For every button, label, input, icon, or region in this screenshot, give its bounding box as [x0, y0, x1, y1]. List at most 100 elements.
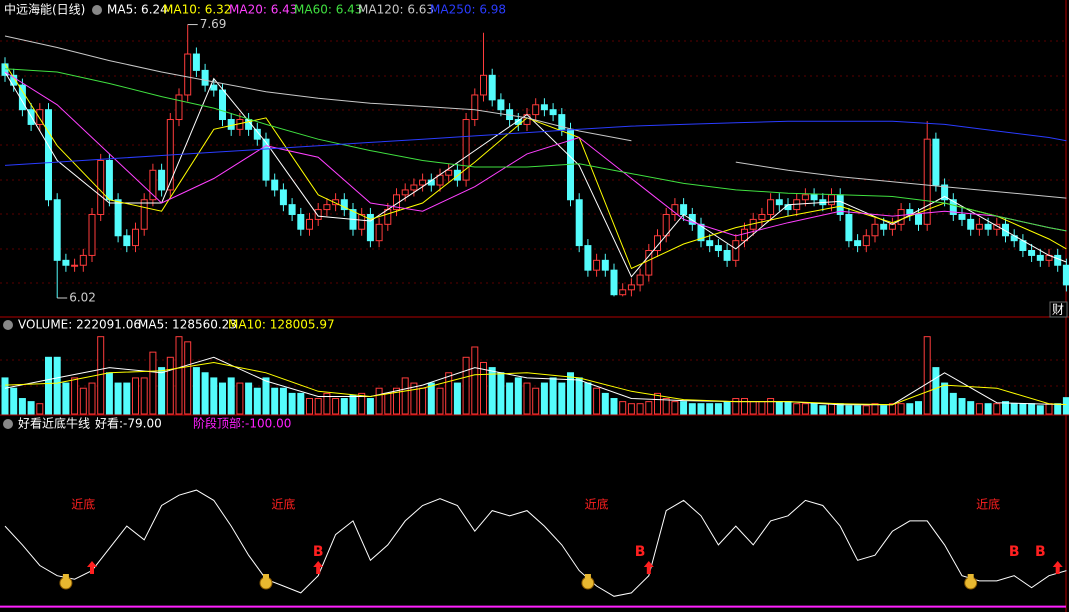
- volume-bar: [671, 401, 679, 415]
- chart-title: 中远海能(日线): [4, 2, 85, 17]
- candle-body: [1028, 250, 1036, 256]
- volume-bar: [114, 382, 122, 415]
- volume-bar: [253, 387, 261, 415]
- candle-body: [540, 104, 548, 111]
- volume-bar: [958, 398, 966, 415]
- volume-bar: [584, 382, 592, 415]
- volume-bar: [932, 367, 940, 415]
- candle-body: [201, 69, 209, 86]
- volume-bar: [714, 403, 722, 415]
- volume-bar: [123, 382, 131, 415]
- candle-body: [584, 245, 592, 271]
- indicator-title: 好看近底牛线: [18, 416, 90, 431]
- candle-body: [53, 199, 61, 261]
- candle-body: [219, 89, 226, 121]
- volume-bar: [332, 398, 340, 415]
- candle-body: [627, 284, 635, 291]
- candle-body: [253, 128, 261, 140]
- line: [4, 35, 1067, 199]
- volume-bar: [480, 361, 487, 415]
- volume-bar: [784, 401, 792, 415]
- volume-bar: [210, 377, 218, 415]
- candle-body: [680, 204, 688, 215]
- volume-bar: [575, 377, 583, 415]
- volume-bar: [854, 405, 862, 415]
- volume-bar: [949, 392, 957, 415]
- candle-body: [949, 199, 957, 215]
- volume-bar: [627, 403, 635, 415]
- buy-label: B: [313, 544, 324, 560]
- candle-body: [149, 169, 157, 201]
- volume-bar: [758, 401, 766, 415]
- volume-bar: [836, 403, 844, 415]
- candle-body: [532, 104, 540, 116]
- legend-entry: MA20: 6.43: [229, 3, 297, 17]
- money-bag: [581, 576, 595, 590]
- candle-body: [184, 53, 192, 96]
- candle-body: [401, 189, 409, 196]
- volume-bar: [801, 403, 809, 415]
- volume-bar: [340, 398, 348, 415]
- candle-body: [723, 250, 731, 261]
- buy-arrow: [1052, 561, 1063, 574]
- candle-body: [471, 94, 479, 121]
- candle-body: [271, 179, 279, 191]
- volume-bar: [915, 401, 922, 415]
- volume-bar: [688, 403, 696, 415]
- candle-body: [758, 213, 766, 220]
- candle-body: [688, 213, 696, 225]
- volume-bar: [810, 403, 818, 415]
- legend-entry: 好看:-79.00: [95, 417, 162, 431]
- volume-bar: [1019, 403, 1027, 415]
- legend-entry: 阶段顶部:-100.00: [193, 416, 291, 431]
- candle-body: [775, 199, 783, 206]
- money-bag: [259, 576, 273, 590]
- candle-body: [288, 204, 296, 215]
- volume-bar: [558, 382, 566, 415]
- grid-decoration: [0, 40, 1066, 387]
- volume-bar: [375, 387, 383, 415]
- candle-body: [549, 109, 557, 116]
- candle-body: [332, 199, 340, 206]
- candle-body: [862, 235, 870, 247]
- volume-bar: [27, 401, 35, 415]
- button-label[interactable]: 财: [1052, 303, 1064, 317]
- volume-bar: [523, 382, 531, 415]
- volume-bar: [1, 377, 9, 415]
- volume-bar: [888, 403, 896, 415]
- candle-body: [358, 213, 366, 230]
- volume-bar: [619, 401, 627, 415]
- volume-bar: [732, 398, 740, 415]
- volume-bar: [105, 372, 113, 415]
- candle-body: [210, 84, 218, 91]
- volume-bar: [514, 377, 522, 415]
- candle-body: [654, 235, 661, 252]
- candle-body: [410, 184, 418, 191]
- candle-body: [97, 159, 105, 215]
- volume-bar: [306, 398, 313, 415]
- volume-bar: [18, 398, 26, 415]
- volume-bar: [323, 392, 331, 415]
- candle-body: [984, 223, 992, 230]
- candle-body: [88, 213, 96, 256]
- volume-bar: [88, 382, 96, 415]
- volume-bar: [140, 377, 148, 415]
- volume-bar: [506, 382, 514, 415]
- candle-body: [18, 84, 26, 111]
- candle-body: [741, 228, 748, 242]
- candle-body: [445, 169, 453, 176]
- candle-body: [462, 119, 470, 181]
- candle-body: [314, 209, 322, 220]
- candle-body: [975, 223, 983, 230]
- volume-bar: [680, 401, 688, 415]
- annotation: 7.69: [200, 17, 227, 31]
- money-bag: [964, 576, 978, 590]
- volume-bar: [567, 372, 574, 415]
- candle-body: [810, 194, 818, 201]
- button[interactable]: [1049, 301, 1068, 318]
- volume-bar: [906, 403, 914, 415]
- candle-body: [62, 259, 70, 266]
- candle-body: [340, 199, 348, 211]
- volume-bar: [767, 398, 775, 415]
